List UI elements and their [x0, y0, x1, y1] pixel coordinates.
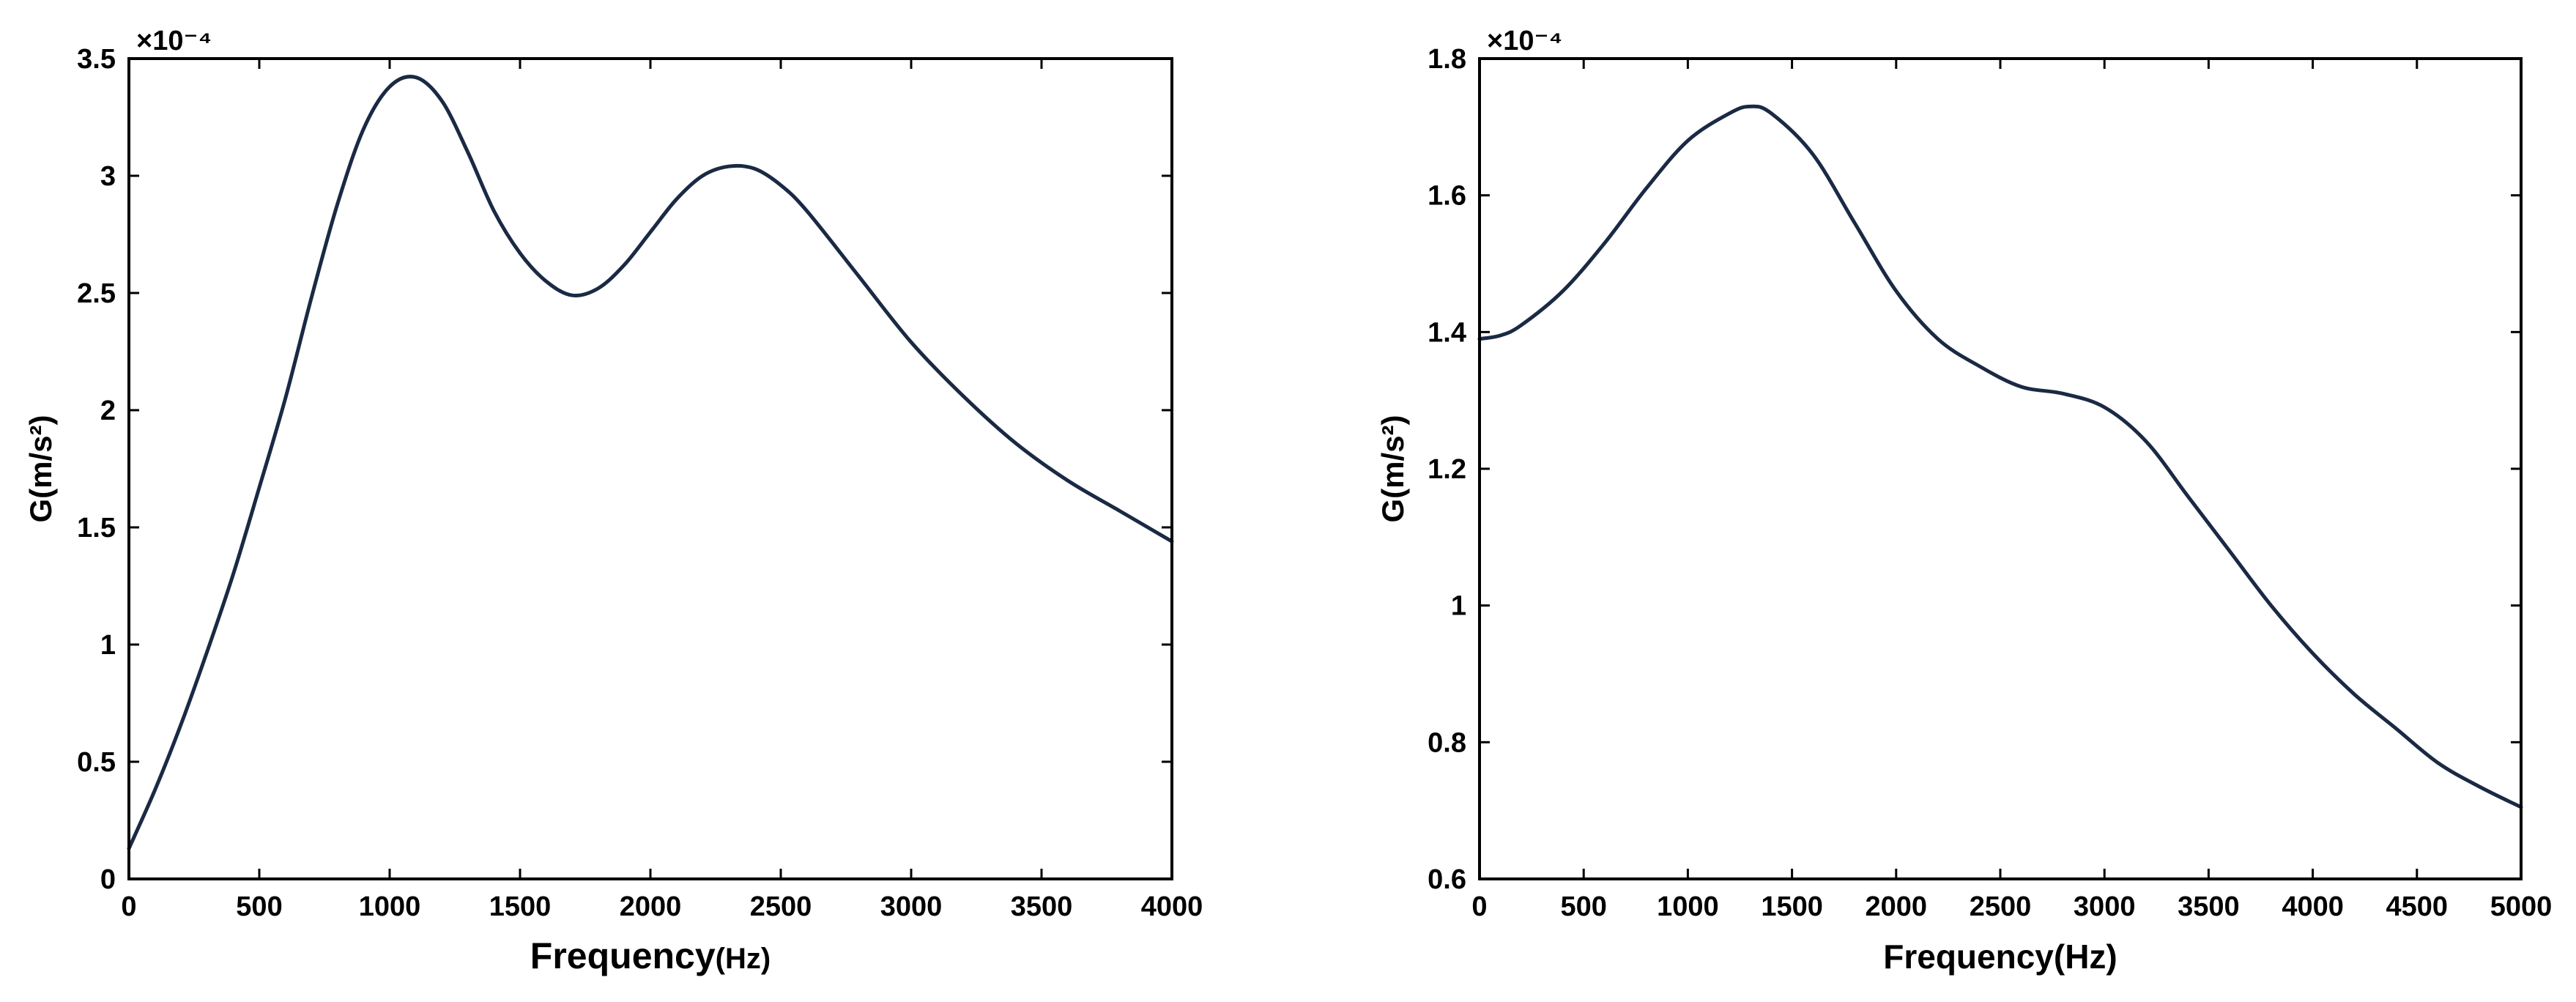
x-axis-label-unit: (Hz) — [716, 943, 771, 975]
plot-frame — [1478, 57, 2523, 880]
x-tick-label: 500 — [236, 891, 282, 922]
x-tick-label: 1000 — [359, 891, 421, 922]
plot-frame — [127, 57, 1173, 880]
x-axis-label: Frequency(Hz) — [530, 935, 771, 976]
y-tick-label: 1.6 — [1428, 181, 1466, 212]
x-tick-label: 2000 — [620, 891, 682, 922]
y-tick-label: 2.5 — [77, 278, 116, 309]
series-line — [1477, 104, 2523, 809]
y-tick-label: 1 — [1451, 591, 1466, 622]
exponent-label: ×10⁻⁴ — [136, 26, 212, 56]
x-tick-label: 1500 — [1761, 891, 1823, 922]
x-tick-label: 4500 — [2386, 891, 2449, 922]
chart-panel-right: 0 500 1000 1500 2000 2500 3000 3500 4000 4500 5000… — [1289, 0, 2576, 1002]
y-tick-label: 1 — [100, 630, 116, 661]
y-tick-label: 0.6 — [1428, 864, 1466, 895]
x-axis-label-main: Frequency — [530, 935, 716, 976]
x-tick-label: 2500 — [750, 891, 812, 922]
y-axis-label: G(m/s²) — [23, 415, 58, 523]
y-tick-label: 1.2 — [1428, 454, 1466, 485]
x-tick-label: 4000 — [2282, 891, 2344, 922]
exponent-label: ×10⁻⁴ — [1487, 26, 1562, 56]
y-tick-label: 1.5 — [77, 513, 116, 543]
y-tick-label: 2 — [100, 396, 116, 426]
x-tick-label: 1000 — [1657, 891, 1719, 922]
x-axis-label-unit: (Hz) — [2054, 938, 2117, 976]
y-tick-label: 1.8 — [1428, 44, 1466, 75]
x-tick-label: 3000 — [2074, 891, 2136, 922]
x-tick-label: 3000 — [880, 891, 943, 922]
x-tick-label: 2500 — [1970, 891, 2032, 922]
y-tick-label: 3.5 — [77, 44, 116, 75]
y-tick-label: 0.5 — [77, 747, 116, 778]
x-tick-label: 0 — [121, 891, 136, 922]
series-line — [127, 75, 1174, 850]
y-axis-label: G(m/s²) — [1376, 415, 1410, 523]
x-tick-label: 5000 — [2490, 891, 2553, 922]
chart-panel-left: 0 500 1000 1500 2000 2500 3000 3500 4000 0 0.5 1 1.5… — [0, 0, 1245, 1002]
y-tick-label: 3 — [100, 161, 116, 192]
y-tick-label: 0.8 — [1428, 727, 1466, 758]
y-tick-label: 1.4 — [1428, 317, 1466, 348]
x-axis-label-main: Frequency — [1883, 938, 2054, 976]
x-tick-label: 3500 — [1011, 891, 1073, 922]
chart-right: 0 500 1000 1500 2000 2500 3000 3500 4000 4500 5000… — [1376, 26, 2553, 976]
x-tick-label: 1500 — [489, 891, 552, 922]
chart-left: 0 500 1000 1500 2000 2500 3000 3500 4000 0 0.5 1 1.5… — [23, 26, 1203, 976]
x-axis-label: Frequency(Hz) — [1883, 938, 2117, 976]
x-tick-label: 3500 — [2178, 891, 2240, 922]
x-tick-label: 4000 — [1141, 891, 1203, 922]
x-tick-label: 2000 — [1866, 891, 1928, 922]
x-tick-label: 500 — [1560, 891, 1606, 922]
y-tick-label: 0 — [100, 864, 116, 895]
x-tick-label: 0 — [1471, 891, 1487, 922]
